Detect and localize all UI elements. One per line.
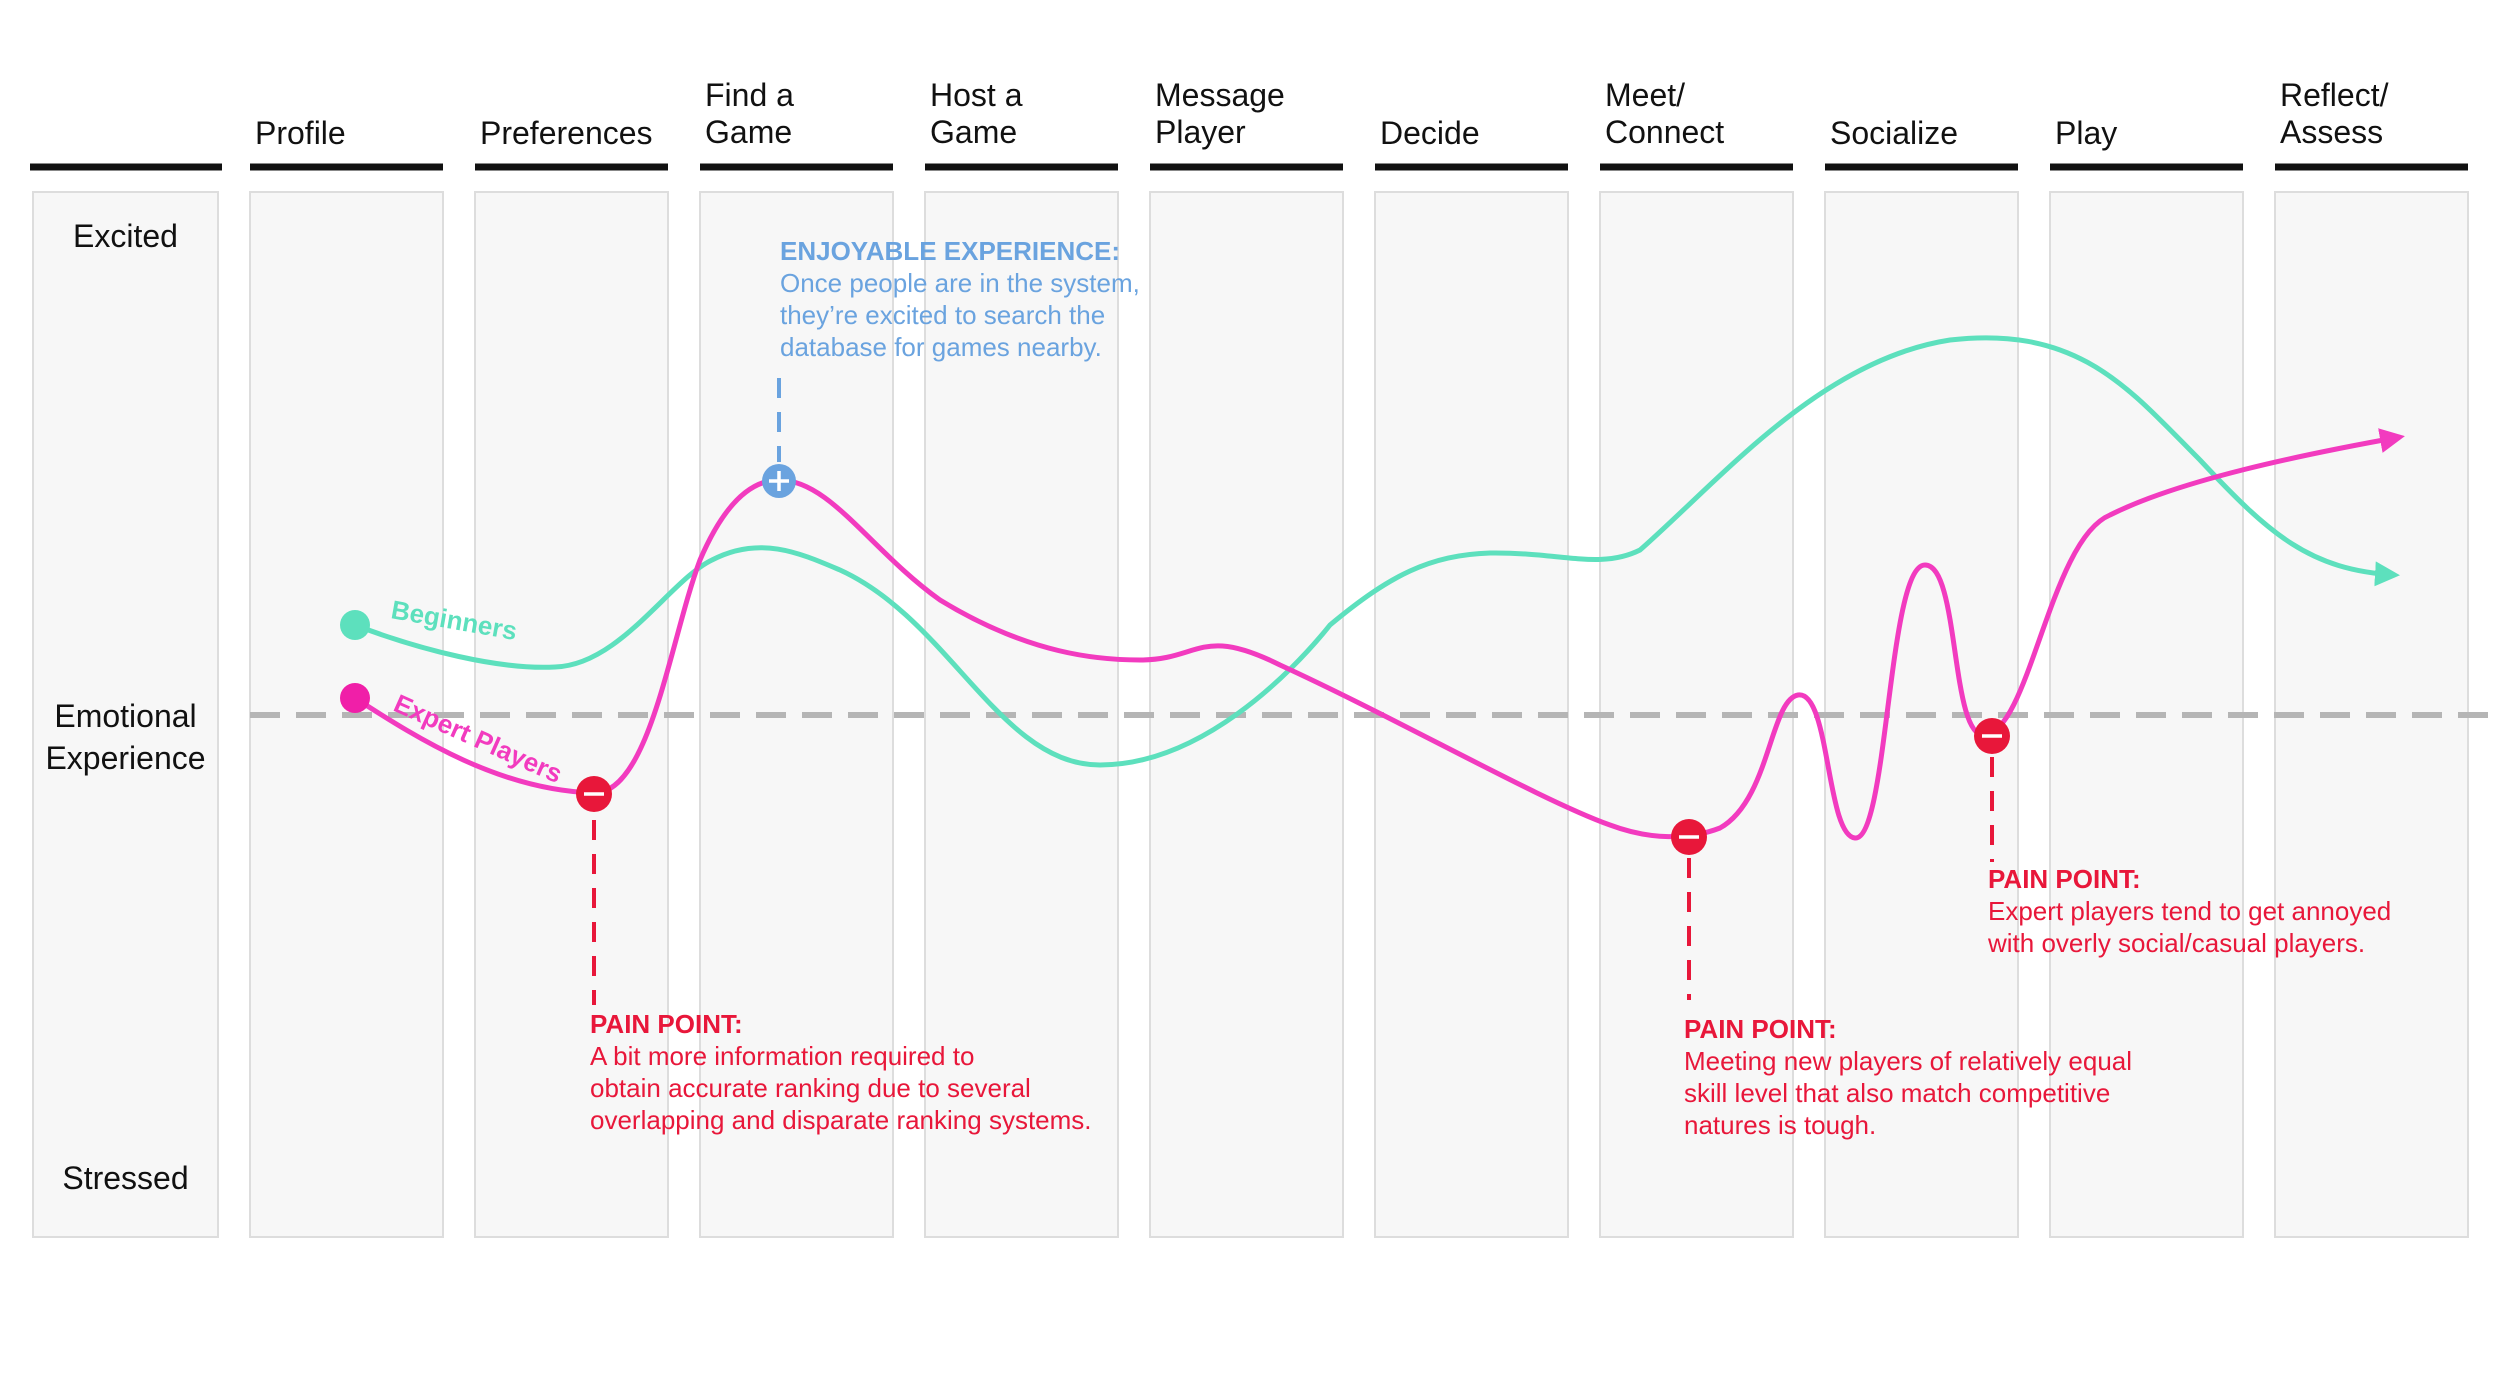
stage-column-7: [1824, 191, 2019, 1238]
stage-header-line2: Game: [705, 114, 793, 150]
enjoy-marker-plus-icon: [762, 464, 796, 498]
stage-header-4: Message Player: [1155, 77, 1285, 151]
pain3-title: PAIN POINT:: [1988, 864, 2141, 894]
pain3-marker-minus-icon: [1974, 718, 2010, 754]
axis-label-stressed: Stressed: [62, 1160, 189, 1196]
axis-column: [32, 191, 219, 1238]
axis-middle-line1: Emotional: [54, 698, 197, 734]
stage-header-line2: Connect: [1605, 114, 1725, 150]
stage-header-line1: Meet/: [1605, 77, 1686, 113]
stage-header-line1: Reflect/: [2280, 77, 2389, 113]
axis-label-emotional-experience: Emotional Experience: [33, 695, 218, 779]
stage-header-line2: Assess: [2280, 114, 2384, 150]
axis-middle-line2: Experience: [45, 740, 206, 776]
stage-header-6: Meet/Connect: [1605, 77, 1724, 151]
pain1-marker-minus-icon: [576, 776, 612, 812]
pain-point-3-note: PAIN POINT: Expert players tend to get a…: [1988, 863, 2468, 959]
pain-point-1-note: PAIN POINT: A bit more information requi…: [590, 1008, 1190, 1136]
stage-header-line1: Find a: [705, 77, 794, 113]
stage-header-9: Reflect/Assess: [2280, 77, 2388, 151]
stage-header-line1: Preferences: [480, 115, 653, 151]
stage-header-line2: Player: [1155, 114, 1246, 150]
pain3-text: Expert players tend to get annoyed with …: [1988, 896, 2392, 958]
stage-header-2: Find a Game: [705, 77, 794, 151]
stage-header-line1: Decide: [1380, 115, 1480, 151]
stage-header-line1: Profile: [255, 115, 346, 151]
pain-point-2-note: PAIN POINT: Meeting new players of relat…: [1684, 1013, 2244, 1141]
stage-header-3: Host a Game: [930, 77, 1022, 151]
enjoyable-title: ENJOYABLE EXPERIENCE:: [780, 236, 1121, 266]
stage-header-line2: Game: [930, 114, 1018, 150]
enjoyable-experience-note: ENJOYABLE EXPERIENCE: Once people are in…: [780, 235, 1220, 363]
stage-header-5: Decide: [1380, 115, 1480, 152]
pain2-text: Meeting new players of relatively equal …: [1684, 1046, 2133, 1140]
stage-header-7: Socialize: [1830, 115, 1958, 152]
pain2-marker-minus-icon: [1671, 819, 1707, 855]
pain1-title: PAIN POINT:: [590, 1009, 743, 1039]
experts-start-dot: [340, 683, 370, 713]
stage-header-line1: Socialize: [1830, 115, 1959, 151]
stage-header-line1: Message: [1155, 77, 1285, 113]
stage-header-line1: Play: [2055, 115, 2118, 151]
pain1-text: A bit more information required to obtai…: [590, 1041, 1092, 1135]
beginners-start-dot: [340, 610, 370, 640]
stage-header-0: Profile: [255, 115, 346, 152]
stage-header-8: Play: [2055, 115, 2117, 152]
enjoyable-text: Once people are in the system, they’re e…: [780, 268, 1140, 362]
stage-header-1: Preferences: [480, 115, 653, 152]
pain2-title: PAIN POINT:: [1684, 1014, 1837, 1044]
beginners-curve: [354, 335, 2400, 768]
axis-label-excited: Excited: [73, 218, 178, 254]
stage-header-line1: Host a: [930, 77, 1023, 113]
